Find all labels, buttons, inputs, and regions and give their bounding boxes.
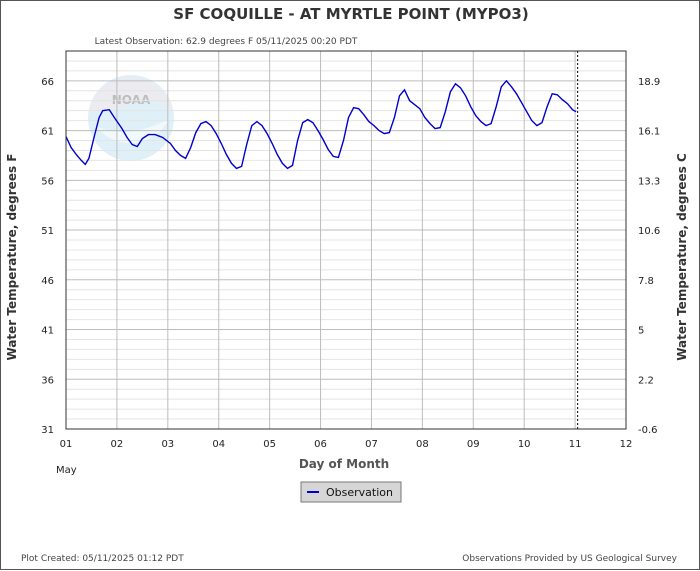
y-tick-label-right: 7.8 bbox=[638, 276, 654, 287]
y-tick-label-left: 41 bbox=[41, 326, 54, 337]
noaa-logo: NOAA bbox=[88, 75, 174, 161]
x-tick-label: 04 bbox=[212, 439, 225, 450]
x-tick-label: 02 bbox=[111, 439, 124, 450]
legend: Observation bbox=[300, 481, 402, 503]
x-tick-label: 10 bbox=[518, 439, 531, 450]
x-tick-label: 05 bbox=[263, 439, 276, 450]
x-tick-label: 06 bbox=[314, 439, 327, 450]
observation-series-line bbox=[65, 79, 577, 170]
chart-subtitle: Latest Observation: 62.9 degrees F 05/11… bbox=[95, 37, 358, 47]
y-tick-label-left: 31 bbox=[41, 425, 54, 436]
x-axis-label: Day of Month bbox=[299, 457, 389, 471]
y-tick-label-right: 10.6 bbox=[638, 226, 660, 237]
y-tick-label-left: 66 bbox=[41, 77, 54, 88]
y-tick-label-right: -0.6 bbox=[638, 425, 658, 436]
y-tick-label-left: 46 bbox=[41, 276, 54, 287]
x-tick-label: 08 bbox=[416, 439, 429, 450]
x-tick-label: 01 bbox=[60, 439, 73, 450]
plot-area bbox=[65, 50, 627, 430]
y-tick-labels-left: 31 36 41 46 51 56 61 66 bbox=[41, 77, 54, 436]
x-tick-label: 12 bbox=[620, 439, 633, 450]
y-tick-label-right: 16.1 bbox=[638, 127, 660, 138]
y-tick-label-right: 18.9 bbox=[638, 77, 660, 88]
legend-box bbox=[300, 481, 402, 503]
month-label: May bbox=[56, 465, 77, 476]
y-tick-label-right: 2.2 bbox=[638, 375, 654, 386]
y-tick-label-right: 5 bbox=[638, 326, 644, 337]
legend-label: Observation bbox=[326, 486, 393, 499]
data-source-text: Observations Provided by US Geological S… bbox=[462, 554, 677, 564]
chart-title: SF COQUILLE - AT MYRTLE POINT (MYPO3) bbox=[173, 5, 528, 23]
y-axis-label-left: Water Temperature, degrees F bbox=[5, 154, 19, 361]
noaa-logo-text: NOAA bbox=[112, 93, 151, 107]
x-tick-labels: 01 02 03 04 05 06 07 08 09 10 11 12 bbox=[60, 439, 633, 450]
x-tick-label: 09 bbox=[467, 439, 480, 450]
y-tick-label-left: 61 bbox=[41, 127, 54, 138]
y-tick-label-left: 56 bbox=[41, 176, 54, 187]
x-tick-label: 03 bbox=[161, 439, 174, 450]
grid bbox=[66, 51, 626, 429]
y-tick-label-right: 13.3 bbox=[638, 176, 660, 187]
y-tick-label-left: 36 bbox=[41, 375, 54, 386]
plot-created-text: Plot Created: 05/11/2025 01:12 PDT bbox=[21, 554, 184, 564]
y-tick-label-left: 51 bbox=[41, 226, 54, 237]
x-tick-label: 07 bbox=[365, 439, 378, 450]
x-tick-label: 11 bbox=[569, 439, 582, 450]
y-axis-label-right: Water Temperature, degrees C bbox=[675, 153, 689, 361]
y-tick-labels-right: -0.6 2.2 5 7.8 10.6 13.3 16.1 18.9 bbox=[638, 77, 660, 436]
